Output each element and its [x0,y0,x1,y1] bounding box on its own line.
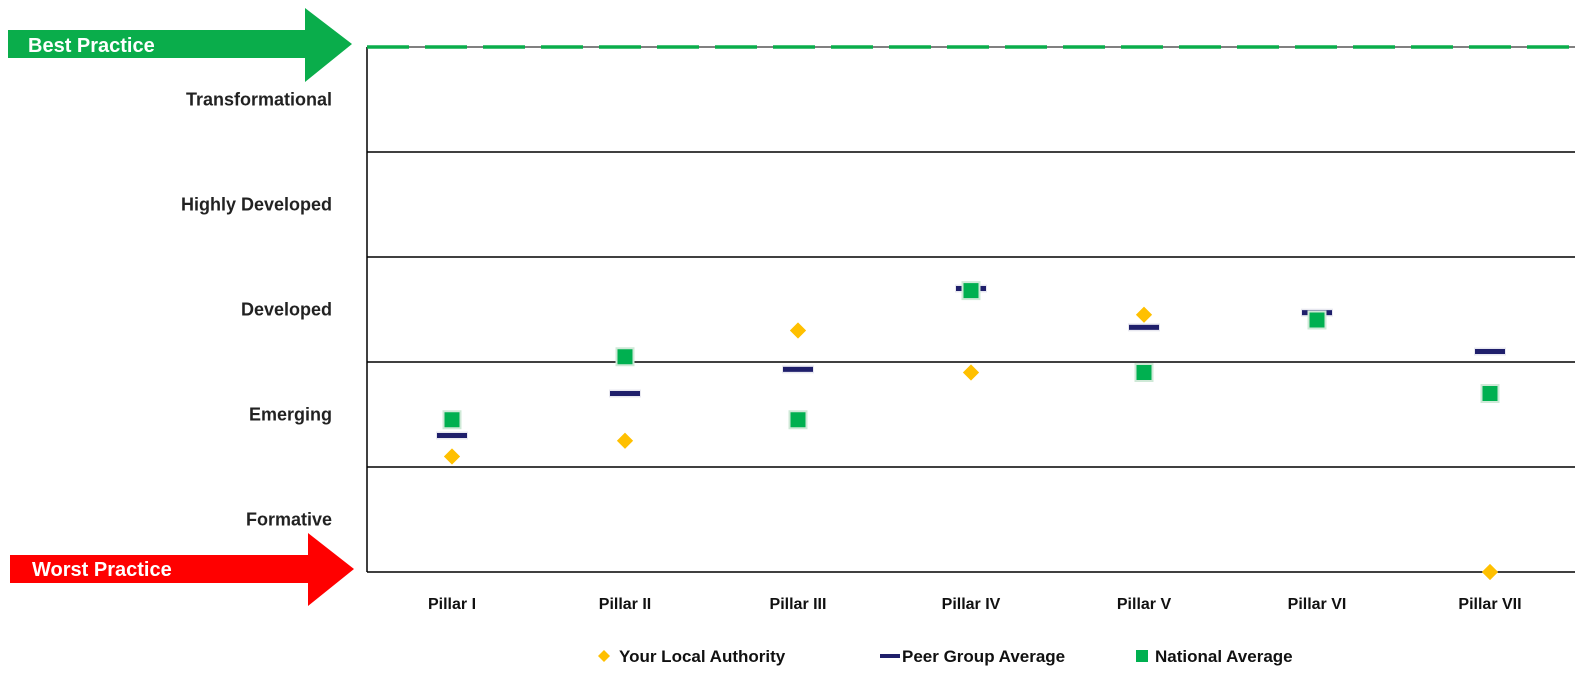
x-tick-label: Pillar V [1117,596,1172,613]
peer-average-mark-bar [1475,349,1505,354]
legend: Your Local Authority Peer Group Average Na… [598,647,1293,666]
peer-average-mark-bar [1129,324,1159,330]
peer-average-mark [1128,323,1160,332]
legend-label: National Average [1155,647,1293,666]
x-tick-label: Pillar VII [1458,596,1521,613]
local-authority-point-top [444,448,460,465]
local-authority-point-top [617,432,633,449]
x-tick-label: Pillar VI [1288,596,1347,613]
legend-label: Peer Group Average [902,647,1065,666]
national-average-point [442,410,462,430]
best-practice-label: Best Practice [28,35,155,57]
legend-label: Your Local Authority [619,647,786,666]
y-band-label: Developed [241,300,332,320]
plot-area [366,45,1575,573]
local-authority-point-top [1482,564,1498,580]
x-tick-label: Pillar II [599,596,651,613]
worst-practice-label: Worst Practice [32,559,172,581]
peer-average-mark [1474,347,1506,356]
national-average-point [788,410,808,430]
y-band-label: Transformational [186,90,332,110]
peer-average-mark [782,365,814,374]
x-tick-label: Pillar IV [942,596,1001,613]
local-authority-point-top [790,322,806,339]
national-average-point [1134,363,1154,382]
peer-average-mark [609,389,641,398]
data-marks [436,281,1506,580]
y-band-label: Formative [246,510,332,530]
peer-average-mark-bar [437,433,467,438]
x-tick-label: Pillar I [428,596,476,613]
legend-national-swatch [1136,650,1148,662]
national-average-point [615,347,635,367]
y-band-label: Emerging [249,405,332,425]
legend-local-swatch [598,650,610,662]
peer-average-mark [436,431,468,440]
best-practice-arrow-shape [8,8,352,82]
peer-average-mark-bar [610,391,640,396]
national-average-point [1480,384,1500,403]
legend-peer-swatch [880,654,900,658]
y-band-label: Highly Developed [181,195,332,215]
peer-average-mark-bar [783,366,813,372]
y-band-labels: Formative Emerging Developed Highly Develop… [181,90,332,530]
national-average-point [1307,310,1327,330]
x-tick-labels: Pillar I Pillar II Pillar III Pillar IV Pill… [428,596,1522,613]
national-average-point [961,281,981,301]
best-practice-arrow: Best Practice [8,8,352,82]
local-authority-point-top [963,364,979,381]
worst-practice-arrow: Worst Practice [10,533,354,606]
x-tick-label: Pillar III [770,596,827,613]
local-authority-point-top [1136,306,1152,323]
worst-practice-arrow-shape [10,533,354,606]
